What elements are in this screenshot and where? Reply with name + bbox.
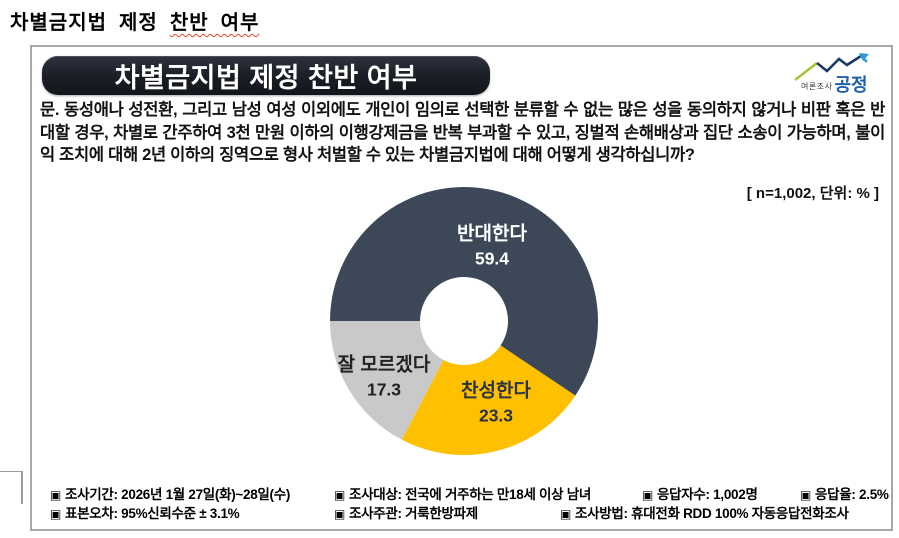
bullet-square-icon: ▣ xyxy=(50,488,62,502)
pollster-logo: 여론조사 공정 xyxy=(779,53,883,101)
donut-chart: 반대한다 59.4 잘 모르겠다 17.3 찬성한다 23.3 xyxy=(314,171,614,471)
footer-survey-target: ▣ 조사대상: 전국에 거주하는 만18세 이상 남녀 xyxy=(334,483,591,503)
slice-label-favor-name: 찬성한다 xyxy=(461,380,531,402)
window-edge-fragment xyxy=(0,471,23,504)
pollster-logo-text: 여론조사 공정 xyxy=(801,71,868,97)
pollster-logo-brand-text: 공정 xyxy=(834,75,868,95)
slice-label-dontknow: 잘 모르겠다 17.3 xyxy=(338,350,431,401)
footer-survey-sponsor: ▣ 조사주관: 거룩한방파제 xyxy=(334,502,478,522)
footer-respondents-text: 응답자수: 1,002명 xyxy=(657,487,758,502)
footer-response-rate: ▣ 응답율: 2.5% xyxy=(800,483,889,503)
document-title: 차별금지법 제정 찬반 여부 xyxy=(10,6,259,35)
footer-survey-method: ▣ 조사방법: 휴대전화 RDD 100% 자동응답전화조사 xyxy=(560,502,849,522)
footer-survey-period: ▣ 조사기간: 2026년 1월 27일(화)~28일(수) xyxy=(50,483,290,503)
panel-title: 차별금지법 제정 찬반 여부 xyxy=(114,63,418,93)
footer-margin-of-error: ▣ 표본오차: 95%신뢰수준 ± 3.1% xyxy=(50,502,240,522)
survey-result-panel: 차별금지법 제정 찬반 여부 여론조사 공정 문. 동성애나 성전환, 그리고 남… xyxy=(30,45,893,531)
slice-label-favor: 찬성한다 23.3 xyxy=(461,376,531,427)
bullet-square-icon: ▣ xyxy=(800,488,812,502)
slice-dontknow xyxy=(330,321,444,440)
slice-label-dontknow-value: 17.3 xyxy=(366,379,402,400)
donut-chart-svg xyxy=(330,187,598,455)
slice-label-oppose: 반대한다 59.4 xyxy=(457,219,527,270)
slice-label-oppose-value: 59.4 xyxy=(474,248,510,269)
bullet-square-icon: ▣ xyxy=(642,488,654,502)
slice-label-favor-value: 23.3 xyxy=(478,405,514,426)
bullet-square-icon: ▣ xyxy=(334,488,346,502)
footer-survey-method-text: 조사방법: 휴대전화 RDD 100% 자동응답전화조사 xyxy=(575,506,849,521)
survey-question-text: 문. 동성애나 성전환, 그리고 남성 여성 이외에도 개인이 임의로 선택한 … xyxy=(40,101,885,164)
slice-favor xyxy=(401,345,576,455)
bullet-square-icon: ▣ xyxy=(50,507,62,521)
slice-oppose xyxy=(330,187,598,396)
panel-title-bar: 차별금지법 제정 찬반 여부 xyxy=(42,56,490,95)
footer-survey-target-text: 조사대상: 전국에 거주하는 만18세 이상 남녀 xyxy=(349,487,591,502)
footer-respondents: ▣ 응답자수: 1,002명 xyxy=(642,483,758,503)
footer-survey-period-text: 조사기간: 2026년 1월 27일(화)~28일(수) xyxy=(65,487,291,502)
line-chart-logo-icon xyxy=(794,53,869,82)
sample-size-note: [ n=1,002, 단위: % ] xyxy=(746,185,879,202)
bullet-square-icon: ▣ xyxy=(334,507,346,521)
bullet-square-icon: ▣ xyxy=(560,507,572,521)
footer-margin-of-error-text: 표본오차: 95%신뢰수준 ± 3.1% xyxy=(65,506,240,521)
footer-survey-sponsor-text: 조사주관: 거룩한방파제 xyxy=(349,506,478,521)
pollster-logo-small-text: 여론조사 xyxy=(801,82,833,91)
document-title-spellcheck-text: 찬반 여부 xyxy=(169,12,260,34)
document-title-text: 차별금지법 제정 xyxy=(10,12,158,34)
slice-label-dontknow-name: 잘 모르겠다 xyxy=(337,354,431,376)
footer-response-rate-text: 응답율: 2.5% xyxy=(815,487,889,502)
slice-label-oppose-name: 반대한다 xyxy=(457,223,527,245)
